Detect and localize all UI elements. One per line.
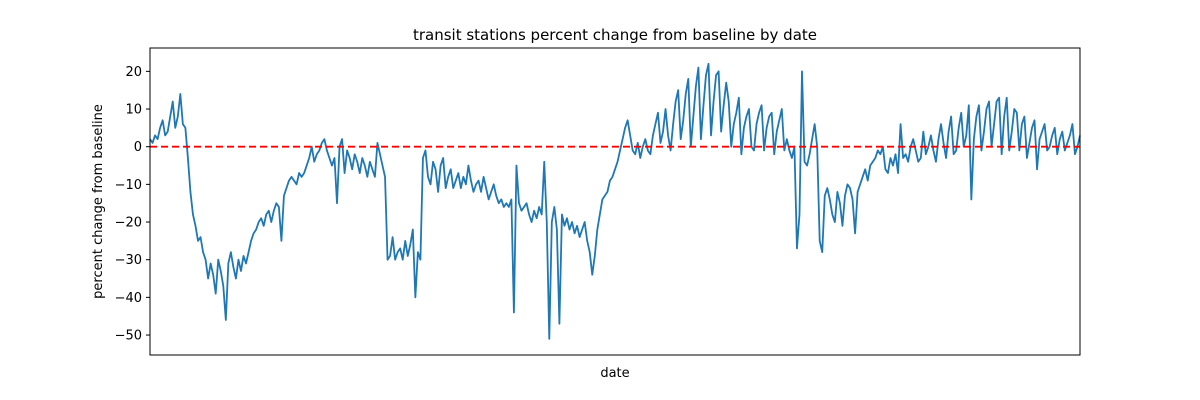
y-axis-label: percent change from baseline — [91, 104, 106, 299]
y-tick-label: 0 — [134, 140, 142, 155]
y-axis: 20 10 0 −10 −20 −30 −40 −50 — [115, 65, 150, 344]
plot-frame — [149, 47, 1081, 356]
y-tick-label: −30 — [115, 253, 142, 268]
y-tick-label: −40 — [115, 291, 142, 306]
y-tick-label: 20 — [125, 65, 142, 80]
y-tick-label: −20 — [115, 216, 142, 231]
chart-title: transit stations percent change from bas… — [413, 26, 817, 44]
y-tick-label: −50 — [115, 329, 142, 344]
y-tick-label: −10 — [115, 178, 142, 193]
plot-area — [149, 62, 1081, 340]
x-axis-label: date — [600, 366, 629, 381]
series-line — [149, 62, 1081, 340]
y-tick-label: 10 — [125, 103, 142, 118]
